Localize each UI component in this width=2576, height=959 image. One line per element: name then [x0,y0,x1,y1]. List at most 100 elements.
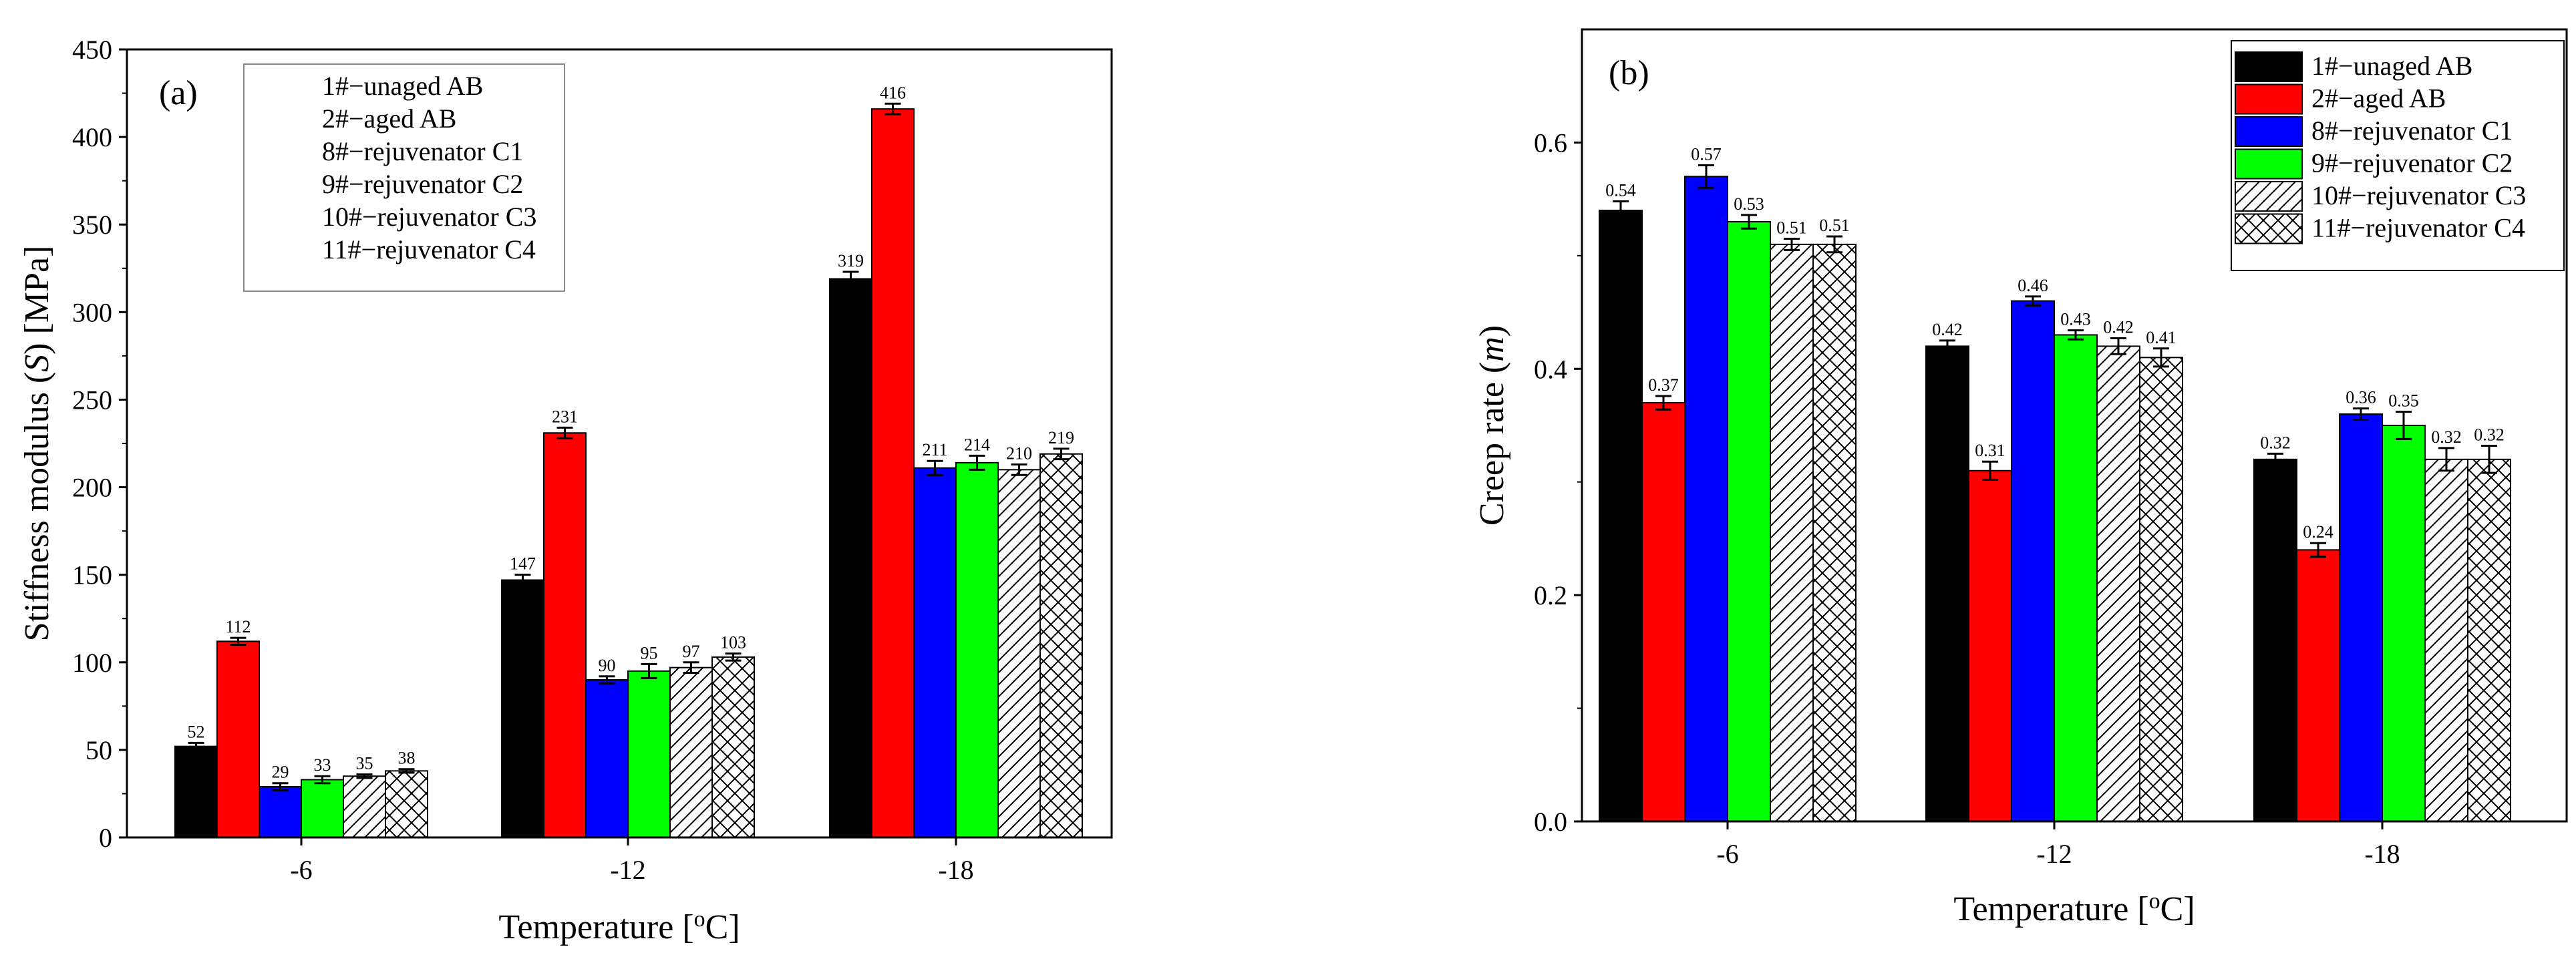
data-label-b-2--18: 0.24 [2303,522,2333,542]
bar-b-9--12 [2054,334,2098,822]
bar-b-11--6 [1812,243,1857,822]
error-bar-b-8--12 [2025,295,2041,307]
data-label-a-2--12: 231 [552,407,578,426]
legend-label-b-9: 9#−rejuvenator C2 [2311,148,2513,178]
bar-b-9--18 [2382,425,2426,822]
data-label-b-2--12: 0.31 [1975,441,2005,460]
error-bar-b-11--6 [1826,235,1842,254]
error-bar-b-1--18 [2267,452,2283,466]
bar-a-11--6 [385,770,428,839]
error-bar-a-9--12 [641,662,657,679]
x-tick-label-b-0: -6 [1716,839,1738,869]
data-label-a-9--6: 33 [314,755,331,775]
error-bar-b-11--12 [2153,347,2169,368]
data-label-b-10--12: 0.42 [2103,318,2134,337]
bar-a-1--18 [829,278,872,838]
x-tick-label-a-0: -6 [290,855,312,885]
data-label-a-10--12: 97 [683,642,700,661]
chart-creep-rate: 0.54 0.42 0.32 0.37 0.31 0.24 0.57 0.46 0.36 0.53… [1473,28,2568,928]
y-tick-label-b-1: 0.2 [1534,580,1567,610]
bar-a-11--12 [711,656,755,839]
data-label-b-11--18: 0.32 [2474,425,2505,444]
bar-b-8--18 [2339,413,2383,822]
legend-swatch-b-8 [2235,116,2303,147]
legend-swatch-b-11 [2235,213,2303,244]
bar-a-2--12 [543,432,587,838]
bar-b-10--6 [1770,243,1814,822]
bar-a-2--18 [871,108,915,839]
bar-b-8--6 [1684,176,1728,822]
legend-label-a-1: 1#−unaged AB [322,71,483,101]
y-axis-title-b: Creep rate (m) [1473,325,1511,526]
legend-label-b-8: 8#−rejuvenator C1 [2311,116,2513,146]
chart-stiffness-modulus: 52 147 319 112 231 416 29 90 211 33 95 214 35 97 210 38… [18,35,1113,947]
bar-a-9--12 [627,670,671,839]
error-bar-b-2--12 [1982,460,1998,481]
bar-a-10--6 [343,775,386,838]
data-label-a-10--6: 35 [356,754,373,773]
bar-a-1--12 [501,579,544,838]
y-tick-label-a-3: 150 [72,560,112,590]
data-label-b-8--18: 0.36 [2346,388,2376,407]
error-bar-a-9--18 [969,454,985,471]
data-label-b-11--12: 0.41 [2146,328,2177,347]
legend-label-b-10: 10#−rejuvenator C3 [2311,180,2526,210]
data-label-a-1--6: 52 [188,722,205,741]
bar-a-10--12 [669,666,713,839]
error-bar-b-9--12 [2068,329,2084,341]
bar-b-2--6 [1641,402,1685,822]
legend-swatch-b-9 [2235,148,2303,180]
legend-swatch-b-2 [2235,83,2303,115]
data-label-b-1--18: 0.32 [2260,433,2291,452]
x-axis-title-a: Temperature [oC] [498,907,740,947]
data-label-a-10--18: 210 [1006,443,1032,463]
x-tick-label-a-2: -18 [938,855,973,885]
data-label-b-8--12: 0.46 [2018,276,2048,295]
error-bar-b-10--18 [2438,447,2454,472]
bar-a-11--18 [1039,453,1083,838]
error-bar-a-2--6 [230,636,247,646]
data-label-b-8--6: 0.57 [1691,144,1722,164]
bar-a-8--6 [259,785,302,839]
y-tick-label-a-8: 400 [72,122,112,152]
data-label-a-11--18: 219 [1048,428,1074,447]
error-bar-a-1--12 [514,574,531,586]
legend-label-a-9: 9#−rejuvenator C2 [322,169,523,199]
bar-b-1--18 [2253,458,2297,822]
error-bar-b-2--18 [2310,542,2326,558]
error-bar-a-9--6 [314,775,331,785]
legend-label-a-2: 2#−aged AB [322,104,456,134]
bar-a-8--18 [913,467,957,838]
data-label-a-1--12: 147 [510,554,536,574]
data-label-a-9--12: 95 [641,643,658,662]
y-tick-label-a-0: 0 [99,823,112,853]
error-bar-b-11--18 [2481,444,2497,474]
data-label-a-8--6: 29 [272,763,289,782]
y-tick-label-a-4: 200 [72,473,112,503]
error-bar-a-11--12 [725,652,742,662]
legend-swatch-b-10 [2235,181,2303,212]
y-tick-label-a-9: 450 [72,35,112,65]
data-label-a-9--18: 214 [964,435,990,454]
error-bar-b-8--6 [1698,164,1714,189]
error-bar-b-9--18 [2396,411,2412,440]
bar-b-11--18 [2467,458,2511,822]
bar-a-9--6 [301,779,344,839]
bar-b-8--12 [2011,300,2055,822]
legend-b: 1#−unaged AB2#−aged AB8#−rejuvenator C19… [2231,40,2565,271]
error-bar-a-8--18 [927,459,943,476]
data-label-a-2--6: 112 [225,617,251,636]
error-bar-a-2--12 [556,426,573,439]
y-tick-label-a-6: 300 [72,297,112,327]
legend-label-a-11: 11#−rejuvenator C4 [322,234,536,264]
bar-b-2--18 [2296,549,2340,822]
legend-label-b-11: 11#−rejuvenator C4 [2311,213,2525,243]
error-bar-a-11--18 [1053,447,1070,461]
bar-b-1--12 [1925,345,1969,822]
data-label-a-11--12: 103 [720,633,746,652]
data-label-a-11--6: 38 [398,749,416,768]
data-label-a-8--12: 90 [599,656,616,675]
bar-b-10--12 [2096,345,2140,822]
error-bar-b-9--6 [1741,214,1757,230]
y-tick-label-a-7: 350 [72,210,112,240]
